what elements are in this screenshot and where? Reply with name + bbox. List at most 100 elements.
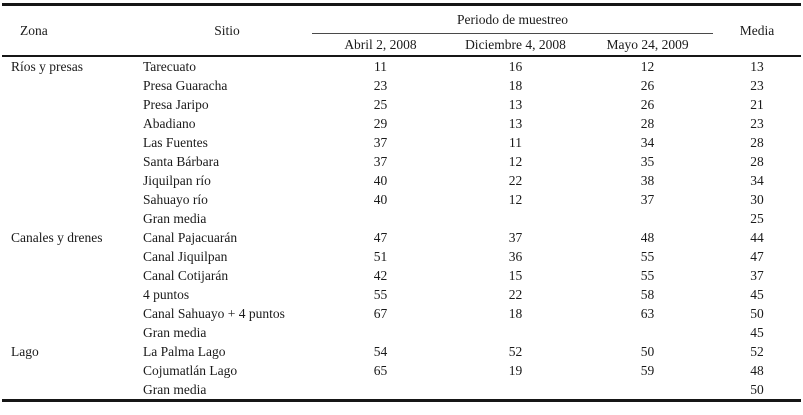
value-cell-3 (582, 380, 713, 401)
col-header-media: Media (713, 4, 802, 57)
value-cell-3: 34 (640, 134, 655, 150)
value-cell-1: 37 (373, 134, 388, 150)
value-cell-1: 42 (373, 267, 388, 283)
table-header: Zona Sitio Periodo de muestreo Media Abr… (2, 4, 802, 57)
value-cell-3: 58 (640, 286, 655, 302)
media-cell: 44 (750, 229, 764, 245)
value-cell-1: 47 (373, 229, 388, 245)
value-cell-3: 55 (640, 248, 655, 264)
sitio-cell: Las Fuentes (143, 134, 208, 150)
value-cell-2: 18 (508, 305, 523, 321)
table-row: Presa Guaracha 23 18 26 23 (2, 76, 801, 95)
value-cell-1: 67 (373, 305, 388, 321)
table-row: Sahuayo río 40 12 37 30 (2, 190, 801, 209)
header-row-dates: Abril 2, 2008 Diciembre 4, 2008 Mayo 24,… (2, 33, 801, 57)
table-body: Ríos y presas Tarecuato 11 16 12 13 Presa Guar… (2, 56, 801, 401)
col-header-date-3: Mayo 24, 2009 (582, 33, 714, 57)
value-cell-1 (312, 323, 449, 342)
media-cell: 13 (750, 58, 764, 74)
media-cell: 52 (750, 343, 764, 359)
value-cell-2: 13 (508, 115, 523, 131)
value-cell-1: 65 (373, 362, 388, 378)
table-row: Gran media 45 (2, 323, 801, 342)
zona-cell (2, 380, 142, 401)
table-row: Canal Cotijarán 42 15 55 37 (2, 266, 801, 285)
sitio-cell: Canal Jiquilpan (143, 248, 228, 264)
sitio-cell: Gran media (143, 324, 207, 340)
media-cell: 37 (750, 267, 764, 283)
value-cell-1: 55 (373, 286, 388, 302)
value-cell-3: 35 (640, 153, 655, 169)
zona-cell: Lago (11, 343, 39, 359)
sitio-cell: Tarecuato (143, 58, 197, 74)
zona-cell (2, 152, 142, 171)
value-cell-3: 38 (640, 172, 655, 188)
value-cell-3: 48 (640, 229, 655, 245)
zona-cell (2, 190, 142, 209)
table-row: Abadiano 29 13 28 23 (2, 114, 801, 133)
table-row: Gran media 50 (2, 380, 801, 401)
header-row-1: Zona Sitio Periodo de muestreo Media (2, 4, 802, 57)
zona-cell (2, 323, 142, 342)
sitio-cell: Canal Cotijarán (143, 267, 229, 283)
value-cell-1 (312, 380, 449, 401)
zona-cell (2, 285, 142, 304)
value-cell-2: 11 (509, 134, 522, 150)
table-row: Las Fuentes 37 11 34 28 (2, 133, 801, 152)
zona-cell: Ríos y presas (11, 58, 83, 74)
table-row: Santa Bárbara 37 12 35 28 (2, 152, 801, 171)
value-cell-2: 22 (508, 286, 523, 302)
value-cell-3: 12 (640, 58, 655, 74)
media-cell: 30 (750, 191, 764, 207)
sitio-cell: Canal Sahuayo + 4 puntos (143, 305, 285, 321)
value-cell-3: 26 (640, 77, 655, 93)
sitio-cell: Jiquilpan río (143, 172, 211, 188)
value-cell-3: 55 (640, 267, 655, 283)
sampling-table: Zona Sitio Periodo de muestreo Media Abr… (2, 3, 802, 402)
value-cell-1: 11 (374, 58, 387, 74)
value-cell-1: 51 (373, 248, 388, 264)
value-cell-2: 13 (508, 96, 523, 112)
value-cell-1: 25 (373, 96, 388, 112)
media-cell: 28 (750, 153, 764, 169)
sitio-cell: Cojumatlán Lago (143, 362, 238, 378)
sitio-cell: Presa Guaracha (143, 77, 228, 93)
zona-cell (2, 133, 142, 152)
value-cell-2: 15 (508, 267, 523, 283)
table-row: Presa Jaripo 25 13 26 21 (2, 95, 801, 114)
value-cell-3: 50 (640, 343, 655, 359)
media-cell: 23 (750, 77, 764, 93)
zona-cell (2, 76, 142, 95)
table-row: Cojumatlán Lago 65 19 59 48 (2, 361, 801, 380)
sitio-cell: Presa Jaripo (143, 96, 209, 112)
table-row: Canales y drenes Canal Pajacuarán 47 37 48 44 (2, 228, 801, 247)
value-cell-3 (582, 209, 713, 228)
value-cell-1: 37 (373, 153, 388, 169)
sitio-cell: Abadiano (143, 115, 196, 131)
zona-cell (2, 361, 142, 380)
value-cell-1: 54 (373, 343, 388, 359)
zona-cell (2, 209, 142, 228)
media-cell: 23 (750, 115, 764, 131)
media-cell: 21 (750, 96, 764, 112)
value-cell-1: 29 (373, 115, 388, 131)
sitio-cell: Sahuayo río (143, 191, 208, 207)
table-row: Ríos y presas Tarecuato 11 16 12 13 (2, 56, 801, 76)
value-cell-2: 18 (508, 77, 523, 93)
sitio-cell: Santa Bárbara (143, 153, 220, 169)
media-cell: 50 (750, 381, 764, 397)
value-cell-2: 52 (508, 343, 523, 359)
value-cell-2 (449, 323, 582, 342)
zona-cell: Canales y drenes (11, 229, 103, 245)
table-row: Canal Jiquilpan 51 36 55 47 (2, 247, 801, 266)
media-cell: 50 (750, 305, 764, 321)
table-row: Jiquilpan río 40 22 38 34 (2, 171, 801, 190)
zona-cell (2, 114, 142, 133)
value-cell-2: 19 (508, 362, 523, 378)
value-cell-3: 28 (640, 115, 655, 131)
media-cell: 34 (750, 172, 764, 188)
media-cell: 45 (750, 286, 764, 302)
sitio-cell: Canal Pajacuarán (143, 229, 238, 245)
value-cell-2: 22 (508, 172, 523, 188)
value-cell-3 (582, 323, 713, 342)
